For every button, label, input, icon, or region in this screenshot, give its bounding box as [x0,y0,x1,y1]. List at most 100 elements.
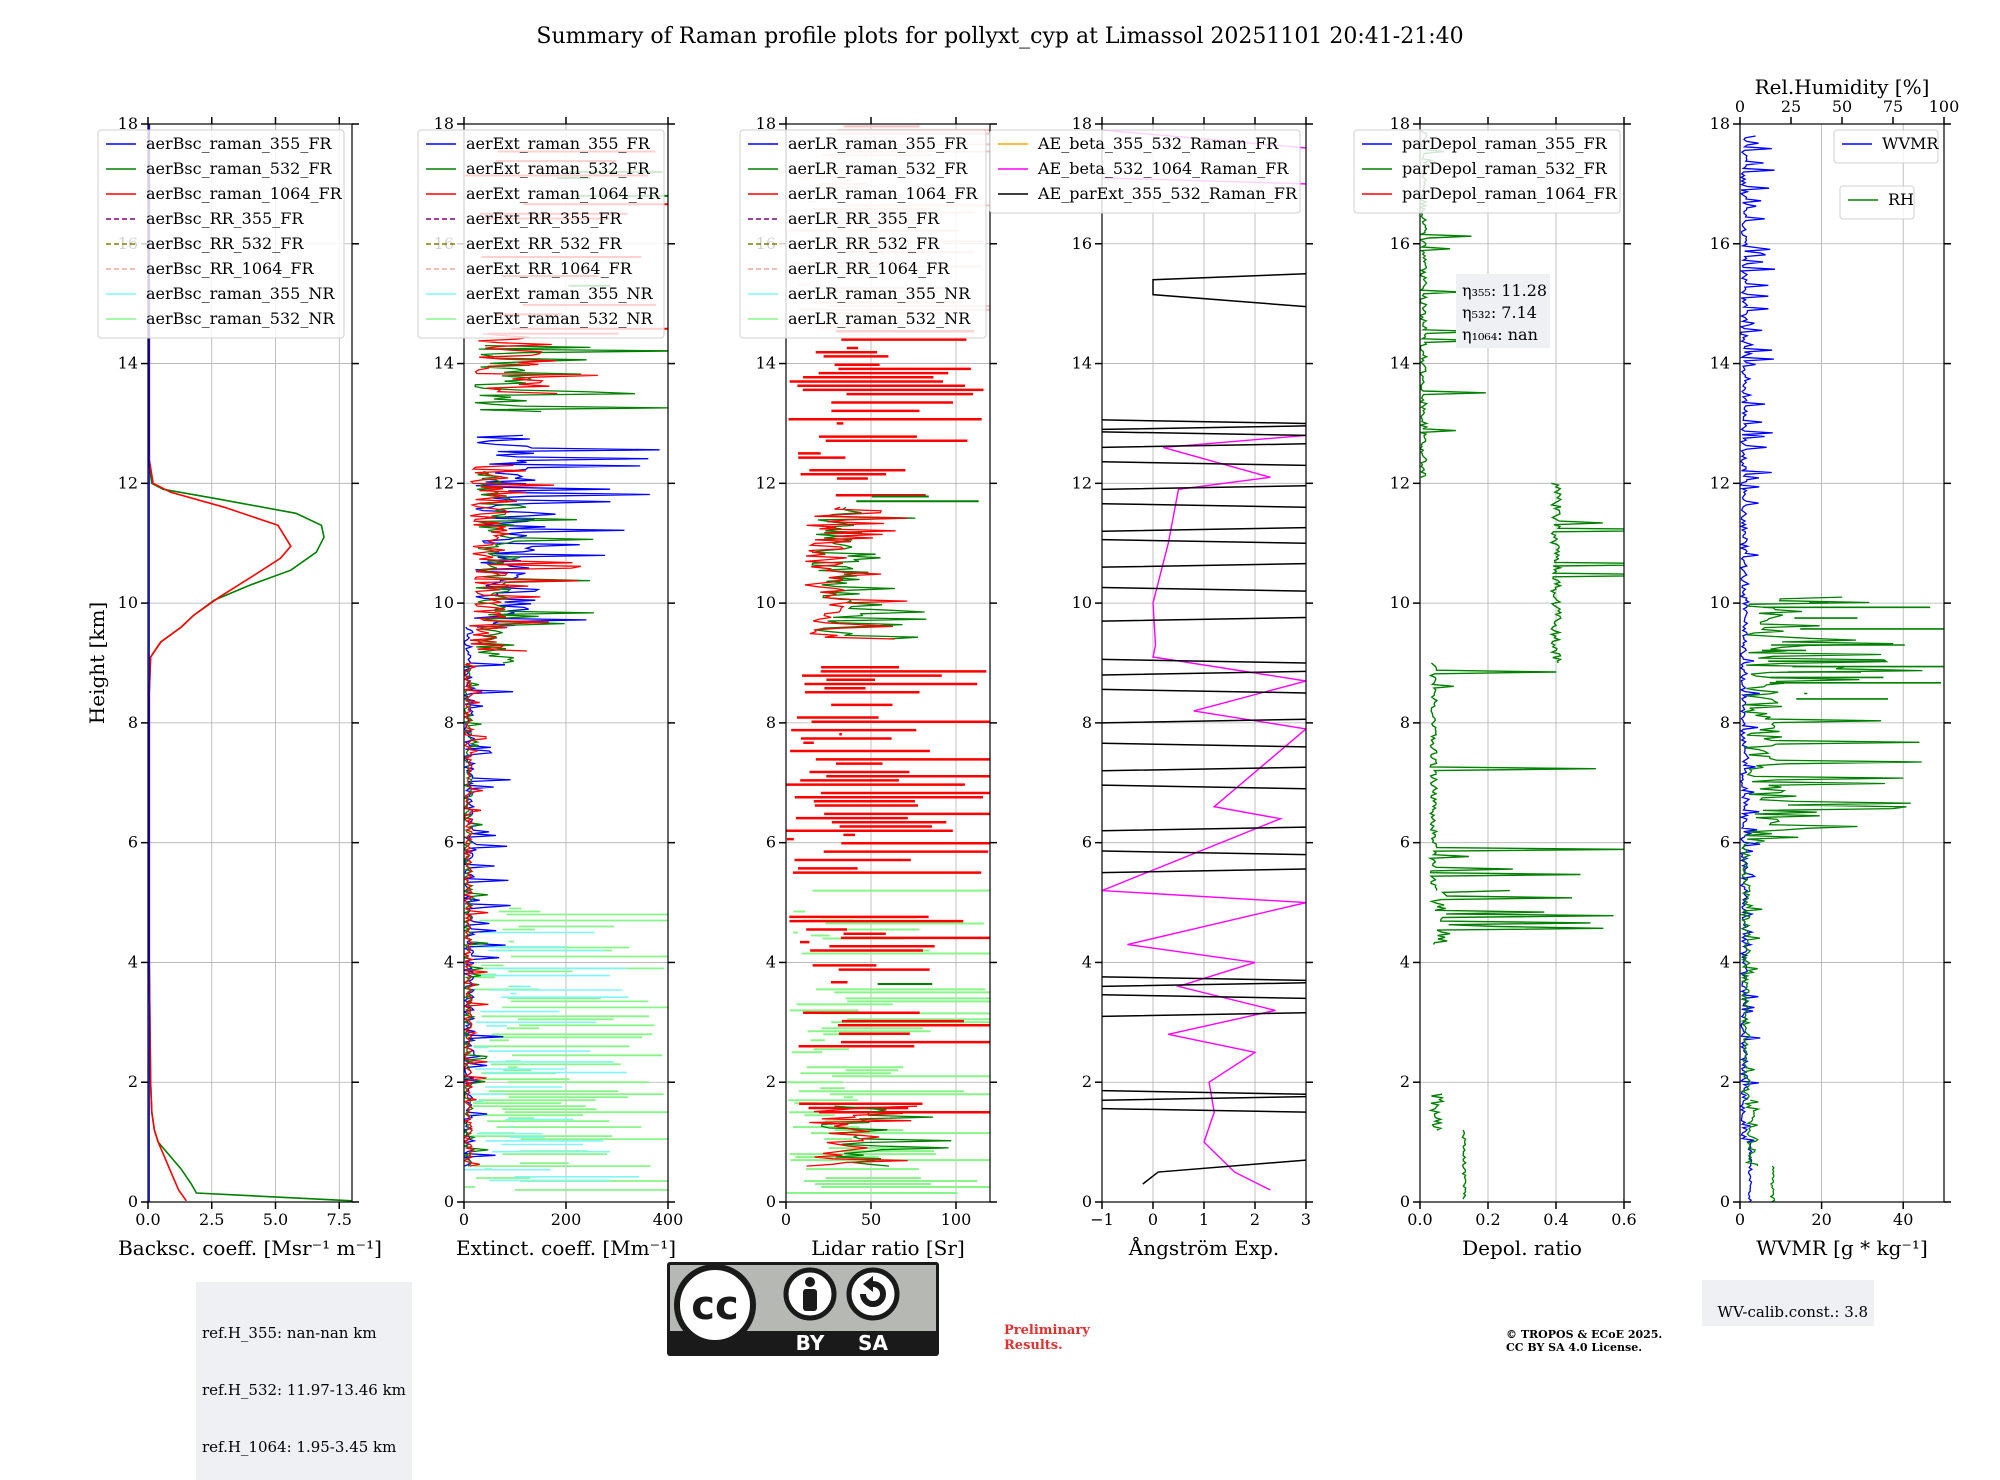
ext-ytick-label: 8 [444,713,454,732]
dep-ytick-label: 14 [1390,354,1410,373]
copyright-note: © TROPOS & ECoE 2025. CC BY SA 4.0 Licen… [1506,1328,1662,1354]
ext-xtick-label: 400 [653,1210,684,1229]
ae-ytick-label: 14 [1072,354,1092,373]
eta-line: η₅₃₂: 7.14 [1462,303,1537,322]
ae-ytick-label: 12 [1072,473,1092,492]
series-WVMR [1740,135,1776,1202]
wv-top-xlabel: Rel.Humidity [%] [1755,75,1930,99]
copyright-line-1: © TROPOS & ECoE 2025. [1506,1328,1663,1341]
wv-ytick-label: 10 [1710,593,1730,612]
ext-legend-entry: aerExt_RR_355_FR [466,209,623,228]
series-RH-bars [1762,601,1944,700]
figure-title: Summary of Raman profile plots for polly… [536,24,1463,49]
bsc-legend-entry: aerBsc_raman_532_NR [146,309,335,328]
bsc-ytick-label: 14 [118,354,138,373]
lr-ytick-label: 0 [766,1192,776,1211]
bsc-xlabel: Backsc. coeff. [Msr⁻¹ m⁻¹] [118,1236,382,1260]
eta-box: η₃₅₅: 11.28 η₅₃₂: 7.14 η₁₀₆₄: nan [1456,274,1550,348]
dep-ytick-label: 16 [1390,234,1410,253]
bsc-legend-entry: aerBsc_raman_355_NR [146,284,335,303]
ext-xtick-label: 0 [459,1210,469,1229]
wv-xtick-label: 0 [1735,1210,1745,1229]
wv-ytick-label: 14 [1710,354,1730,373]
lr-ytick-label: 10 [756,593,776,612]
wv-calibration-box: WV-calib.const.: 3.8 [1702,1280,1875,1326]
bsc-xtick-label: 5.0 [263,1210,288,1229]
bsc-xtick-label: 2.5 [199,1210,224,1229]
lr-ytick-label: 8 [766,713,776,732]
wv-xtick-label: 40 [1893,1210,1913,1229]
ae-legend-entry: AE_beta_355_532_Raman_FR [1037,134,1279,153]
bsc-ylabel: Height [km] [85,602,109,724]
wv-xlabel: WVMR [g * kg⁻¹] [1756,1236,1928,1260]
ext-legend-entry: aerExt_raman_532_NR [466,309,654,328]
series-aerExt_raman_355_NR [464,931,640,1182]
ext-legend-entry: aerExt_raman_532_FR [466,159,651,178]
ae-xlabel: Ångström Exp. [1128,1235,1279,1260]
wv-top-xtick-label: 100 [1929,97,1960,116]
wv-ytick-label: 12 [1710,473,1730,492]
bsc-legend-entry: aerBsc_RR_1064_FR [146,259,315,278]
bsc-legend-box [97,129,345,339]
ae-xtick-label: 2 [1250,1210,1260,1229]
lr-xtick-label: 100 [941,1210,972,1229]
lr-legend-entry: aerLR_RR_355_FR [788,209,940,228]
bsc-ytick-label: 4 [128,952,138,971]
bsc-ytick-label: 18 [118,114,138,133]
lr-legend-entry: aerLR_raman_1064_FR [788,184,978,203]
bsc-ytick-label: 8 [128,713,138,732]
ae-ytick-label: 10 [1072,593,1092,612]
ae-ytick-label: 18 [1072,114,1092,133]
ext-ytick-label: 2 [444,1072,454,1091]
dep-ytick-label: 0 [1400,1192,1410,1211]
copyright-line-2: CC BY SA 4.0 License. [1506,1341,1643,1354]
wv-xtick-label: 20 [1811,1210,1831,1229]
lr-ytick-label: 4 [766,952,776,971]
lr-legend: aerLR_raman_355_FR aerLR_raman_532_FR aerL… [739,129,987,339]
bsc-frame [147,123,353,1203]
preliminary-line-2: Results. [1004,1338,1063,1353]
ref-height-1064: ref.H_1064: 1.95-3.45 km [202,1438,397,1456]
dep-ytick-label: 8 [1400,713,1410,732]
ext-ytick-label: 12 [434,473,454,492]
ae-ytick-label: 6 [1082,833,1092,852]
wv-ytick-label: 0 [1720,1192,1730,1211]
lr-legend-entry: aerLR_raman_355_FR [788,134,968,153]
lr-legend-entry: aerLR_RR_532_FR [788,234,940,253]
dep-ytick-label: 12 [1390,473,1410,492]
series-aerBsc_raman_1064_FR [148,124,292,1202]
ext-ytick-label: 14 [434,354,454,373]
rh-legend-entry: RH [1888,190,1914,209]
bsc-ytick-label: 10 [118,593,138,612]
bsc-ytick-label: 2 [128,1072,138,1091]
bsc-legend-entry: aerBsc_RR_532_FR [146,234,304,253]
bsc-xtick-label: 0.0 [135,1210,160,1229]
wv-ytick-label: 18 [1710,114,1730,133]
lr-legend-entry: aerLR_raman_532_FR [788,159,968,178]
ae-legend-entry: AE_beta_532_1064_Raman_FR [1037,159,1289,178]
eta-line: η₁₀₆₄: nan [1462,325,1538,344]
dep-legend-box [1353,129,1621,214]
bsc-ytick-label: 0 [128,1192,138,1211]
series-parDepol_532_low [1428,1093,1624,1201]
ext-xtick-label: 200 [551,1210,582,1229]
figure-canvas: Summary of Raman profile plots for polly… [85,24,1960,1260]
dep-ytick-label: 2 [1400,1072,1410,1091]
series-aerLR_532_bars [856,495,979,985]
bsc-xtick-label: 7.5 [327,1210,352,1229]
dep-xtick-label: 0.6 [1611,1210,1636,1229]
bsc-legend: aerBsc_raman_355_FR aerBsc_raman_532_FRae… [97,129,345,339]
ext-legend-entry: aerExt_raman_355_FR [466,134,651,153]
lr-frame [785,123,991,1203]
wv-top-xtick-label: 0 [1735,97,1745,116]
lr-xtick-label: 0 [781,1210,791,1229]
ext-legend-entry: aerExt_RR_1064_FR [466,259,633,278]
ae-ytick-label: 8 [1082,713,1092,732]
lr-legend-box [739,129,987,339]
ae-xtick-label: −1 [1090,1210,1114,1229]
dep-xlabel: Depol. ratio [1462,1236,1582,1260]
series-parDepol_raman_532_FR [1420,129,1624,945]
bsc-legend-entry: aerBsc_raman_1064_FR [146,184,343,203]
ae-ytick-label: 16 [1072,234,1092,253]
